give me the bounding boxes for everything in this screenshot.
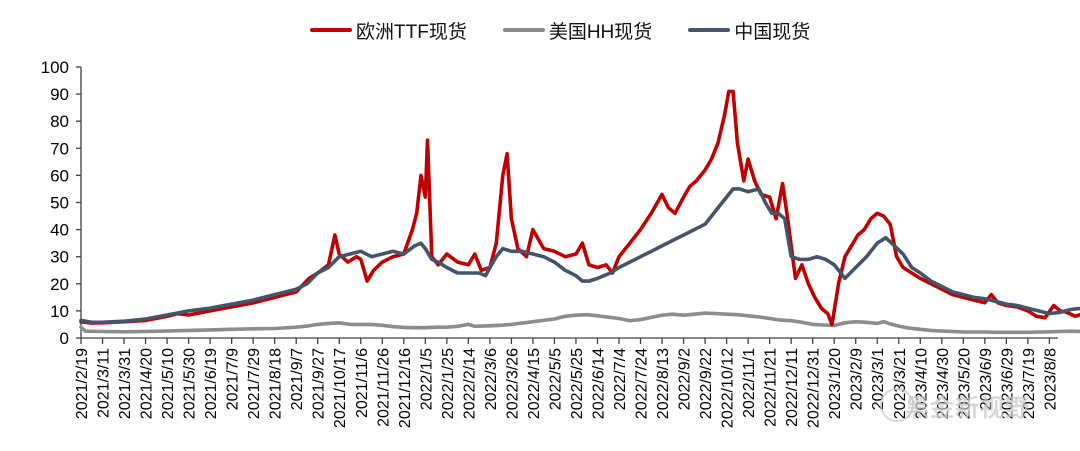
y-tick-label: 90: [50, 85, 69, 104]
x-tick-label: 2023/3/21: [892, 348, 909, 419]
y-axis: 0 10 20 30 40 50 60 70 80 90 100: [41, 58, 82, 348]
legend-label-hh: 美国HH现货: [548, 21, 653, 43]
y-tick-label: 20: [50, 275, 69, 294]
x-tick-label: 2021/2/19: [74, 348, 91, 419]
x-tick-label: 2021/11/6: [354, 348, 371, 418]
x-tick-label: 2023/3/1: [870, 348, 887, 410]
legend-swatch-ttf: [310, 28, 352, 32]
y-tick-label: 50: [50, 194, 69, 213]
legend-label-ttf: 欧洲TTF现货: [356, 21, 467, 43]
x-tick-label: 2022/11/1: [741, 348, 758, 418]
y-tick-label: 40: [50, 221, 69, 240]
x-tick-label: 2022/4/15: [526, 348, 543, 419]
x-tick-label: 2022/11/21: [763, 348, 780, 427]
y-tick-label: 60: [50, 166, 69, 185]
x-tick-label: 2023/4/30: [935, 348, 952, 419]
x-tick-label: 2022/5/5: [547, 348, 564, 410]
x-tick-label: 2021/3/31: [117, 348, 134, 419]
x-tick-label: 2022/12/11: [784, 348, 801, 427]
x-tick-label: 2023/2/9: [849, 348, 866, 410]
x-tick-label: 2023/1/20: [827, 348, 844, 419]
series-line-1: [79, 311, 1080, 335]
y-tick-label: 70: [50, 139, 69, 158]
x-tick-label: 2022/12/31: [806, 348, 823, 428]
x-tick-label: 2022/7/24: [634, 348, 651, 419]
series-layer: [79, 89, 1080, 335]
y-tick-label: 0: [60, 329, 69, 348]
legend-swatch-china: [688, 28, 731, 32]
x-tick-label: 2021/10/17: [332, 348, 349, 428]
x-tick-label: 2021/7/29: [246, 348, 263, 419]
x-tick-label: 2023/6/9: [978, 348, 995, 410]
x-tick-label: 2022/8/13: [655, 348, 672, 419]
x-tick-label: 2021/4/20: [139, 348, 156, 419]
x-tick-label: 2021/7/9: [225, 348, 242, 410]
x-tick-label: 2021/5/10: [160, 348, 177, 419]
y-tick-label: 100: [41, 58, 69, 77]
legend-item-hh: 美国HH现货: [502, 17, 653, 44]
x-tick-label: 2023/6/29: [999, 348, 1016, 419]
legend-item-china: 中国现货: [688, 17, 810, 44]
x-tick-label: 2021/12/16: [397, 348, 414, 428]
x-tick-label: 2022/1/25: [440, 348, 457, 419]
legend: 欧洲TTF现货 美国HH现货 中国现货: [310, 17, 846, 44]
x-tick-label: 2022/9/2: [677, 348, 694, 410]
x-tick-label: 2022/5/25: [569, 348, 586, 419]
x-tick-label: 2022/1/5: [418, 348, 435, 410]
x-tick-label: 2021/11/26: [375, 348, 392, 427]
y-tick-label: 30: [50, 248, 69, 267]
series-line-2: [79, 187, 1080, 325]
y-tick-label: 80: [50, 112, 69, 131]
x-tick-label: 2023/7/19: [1021, 348, 1038, 419]
x-tick-label: 2022/10/12: [720, 348, 737, 428]
x-axis: 2021/2/19 2021/3/11 2021/3/31 2021/4/20 2021…: [74, 337, 1059, 428]
x-tick-label: 2022/3/26: [504, 348, 521, 419]
x-tick-label: 2021/5/30: [182, 348, 199, 419]
legend-label-china: 中国现货: [734, 21, 811, 43]
legend-item-ttf: 欧洲TTF现货: [310, 17, 467, 44]
x-tick-label: 2021/3/11: [96, 348, 113, 418]
x-tick-label: 2021/8/18: [268, 348, 285, 419]
x-tick-label: 2023/5/20: [956, 348, 973, 419]
x-tick-label: 2021/9/27: [311, 348, 328, 419]
x-tick-label: 2022/6/14: [590, 348, 607, 419]
x-tick-label: 2022/2/14: [461, 348, 478, 419]
x-tick-label: 2021/6/19: [203, 348, 220, 419]
series-line-0: [79, 89, 1080, 327]
x-tick-label: 2021/9/7: [289, 348, 306, 410]
x-tick-label: 2023/4/10: [913, 348, 930, 419]
y-tick-label: 10: [50, 302, 69, 321]
x-tick-label: 2022/7/4: [612, 348, 629, 410]
x-tick-label: 2023/8/8: [1042, 348, 1059, 410]
legend-swatch-hh: [502, 28, 545, 32]
x-tick-label: 2022/3/6: [483, 348, 500, 410]
x-tick-label: 2022/9/22: [698, 348, 715, 419]
